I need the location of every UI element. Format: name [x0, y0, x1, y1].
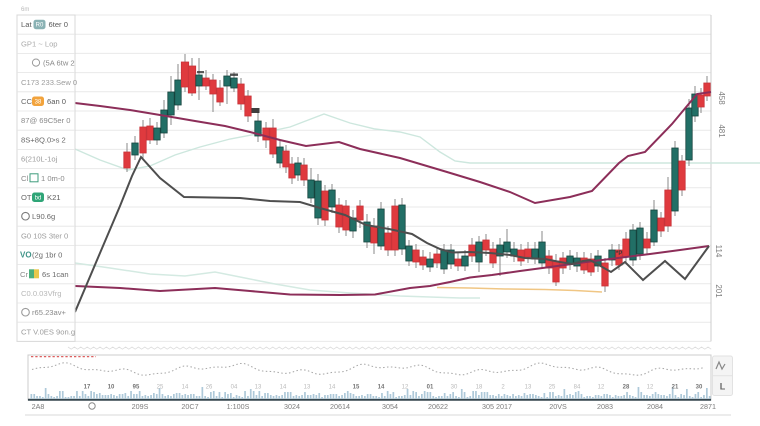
svg-text:26: 26	[206, 385, 213, 391]
svg-text:8S+8Q.0>s 2: 8S+8Q.0>s 2	[21, 135, 66, 144]
svg-text:458: 458	[717, 91, 726, 105]
svg-text:R0: R0	[36, 23, 44, 29]
svg-text:Lat: Lat	[21, 20, 32, 29]
svg-text:1:100S: 1:100S	[227, 402, 250, 411]
svg-text:25: 25	[549, 385, 556, 391]
svg-text:25: 25	[157, 385, 164, 391]
svg-text:20VS: 20VS	[549, 402, 567, 411]
svg-text:87@ 69C5er 0: 87@ 69C5er 0	[21, 116, 71, 125]
svg-text:10: 10	[108, 385, 115, 391]
svg-text:114: 114	[714, 245, 723, 258]
svg-text:GP1 ~ Lop: GP1 ~ Lop	[21, 39, 58, 48]
svg-text:12: 12	[402, 385, 409, 391]
svg-text:20622: 20622	[428, 402, 448, 411]
svg-text:*P: *P	[616, 251, 622, 257]
svg-text:13: 13	[525, 385, 532, 391]
svg-text:12: 12	[598, 385, 605, 391]
svg-text:30: 30	[451, 385, 458, 391]
svg-text:84: 84	[574, 385, 581, 391]
svg-text:18: 18	[476, 385, 483, 391]
svg-text:13: 13	[255, 385, 262, 391]
svg-text:201: 201	[714, 284, 723, 298]
svg-text:13: 13	[304, 385, 311, 391]
svg-text:3054: 3054	[382, 402, 398, 411]
svg-text:(2g 1br 0: (2g 1br 0	[32, 251, 62, 260]
svg-text:2871: 2871	[700, 402, 716, 411]
svg-text:3024: 3024	[284, 402, 300, 411]
svg-text:6ter 0: 6ter 0	[49, 20, 68, 29]
svg-text:r65.23av+: r65.23av+	[32, 308, 67, 317]
svg-text:20C7: 20C7	[181, 402, 198, 411]
svg-text:G0 10S 3ter 0: G0 10S 3ter 0	[21, 231, 68, 240]
svg-text:14: 14	[378, 385, 385, 391]
svg-text:2A8: 2A8	[32, 402, 45, 411]
svg-text:04: 04	[231, 385, 238, 391]
svg-text:2083: 2083	[597, 402, 613, 411]
svg-text:01: 01	[427, 385, 434, 391]
svg-text:OT: OT	[21, 193, 32, 202]
svg-text:CC: CC	[21, 97, 32, 106]
svg-text:K21: K21	[47, 193, 61, 202]
svg-text:6(210L-1oj: 6(210L-1oj	[21, 155, 58, 164]
svg-text:L: L	[720, 382, 726, 392]
svg-text:30: 30	[696, 385, 703, 391]
svg-text:38: 38	[35, 99, 42, 105]
svg-text:20614: 20614	[330, 402, 350, 411]
svg-text:209S: 209S	[132, 402, 149, 411]
svg-text:12: 12	[647, 385, 654, 391]
svg-text:(5A 6tw 2: (5A 6tw 2	[43, 59, 75, 68]
svg-text:21: 21	[672, 385, 679, 391]
svg-text:14: 14	[280, 385, 287, 391]
svg-text:481: 481	[717, 124, 726, 138]
svg-text:2: 2	[501, 385, 505, 391]
svg-text:95: 95	[133, 385, 140, 391]
svg-text:14: 14	[329, 385, 336, 391]
svg-text:305 2017: 305 2017	[482, 402, 512, 411]
svg-text:6an 0: 6an 0	[47, 97, 66, 106]
svg-text:6m: 6m	[21, 7, 29, 13]
svg-text:14: 14	[182, 385, 189, 391]
svg-text:bd: bd	[35, 195, 42, 201]
svg-text:15: 15	[353, 385, 360, 391]
svg-text:VO: VO	[20, 251, 32, 260]
svg-text:6s 1can: 6s 1can	[42, 270, 69, 279]
svg-text:1 0m-0: 1 0m-0	[41, 174, 65, 183]
svg-text:17: 17	[84, 385, 91, 391]
svg-text:Cl: Cl	[21, 174, 28, 183]
svg-text:28: 28	[623, 385, 630, 391]
svg-text:Cr: Cr	[20, 270, 28, 279]
svg-text:L90.6g: L90.6g	[32, 212, 55, 221]
svg-text:CT V.0ES 9on.g: CT V.0ES 9on.g	[21, 327, 75, 336]
svg-text:2084: 2084	[647, 402, 663, 411]
svg-text:C173 233.Sew 0: C173 233.Sew 0	[21, 78, 77, 87]
svg-text:C0.0.03Vfrg: C0.0.03Vfrg	[21, 289, 62, 298]
